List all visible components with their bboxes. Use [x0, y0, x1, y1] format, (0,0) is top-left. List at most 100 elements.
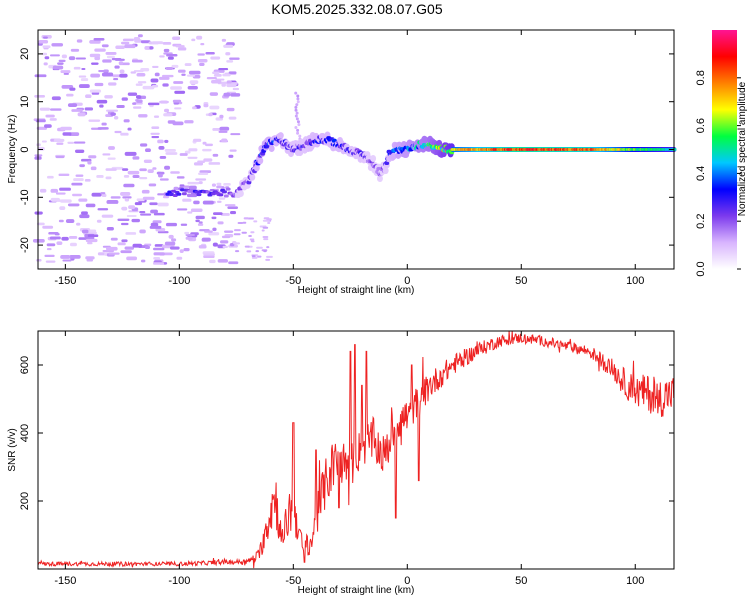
colorbar-gradient	[712, 30, 737, 269]
spectrogram-cell	[198, 221, 203, 224]
spectrogram-cell	[165, 222, 178, 227]
spectrogram-cell	[49, 236, 61, 240]
spectrogram-cell	[174, 90, 186, 94]
spectrogram-cell	[108, 252, 120, 255]
spectrogram-cell	[197, 160, 206, 163]
spectrogram-cell	[218, 197, 226, 200]
spectrogram-cell	[228, 71, 237, 75]
spectrogram-cell	[186, 193, 198, 198]
spectrogram-cell	[79, 164, 85, 168]
spectrogram-cell	[263, 250, 267, 253]
spectrogram-cell	[225, 52, 231, 56]
snr-x-tick-label: -50	[285, 575, 301, 587]
spectrogram-cell	[221, 38, 227, 42]
spectrogram-cell	[73, 178, 84, 182]
spectrogram-cell	[153, 212, 165, 216]
spectrogram-cell	[229, 57, 240, 60]
spectrogram-cell	[217, 259, 229, 263]
spectrogram-cell	[191, 38, 196, 42]
spectrogram-cell	[72, 193, 82, 197]
spectrogram-cell	[150, 209, 159, 214]
spectrogram-cell	[179, 249, 184, 253]
spectrogram-cell	[221, 83, 226, 87]
spectrogram-cell	[208, 112, 213, 117]
spectrogram-x-tick-label: -50	[285, 275, 301, 287]
spectrogram-cell	[140, 143, 148, 147]
spectrogram-cell	[202, 200, 214, 205]
snr-panel: -150 -100 -50 0 50 100 200 400 600 Height of st…	[7, 330, 675, 596]
spectrogram-cell	[257, 157, 264, 165]
spectrogram-cell	[42, 45, 51, 49]
spectrogram-cell	[164, 165, 171, 170]
spectrogram-cell	[34, 74, 47, 78]
spectrogram-cell	[185, 233, 195, 236]
spectrogram-cell	[67, 141, 75, 144]
spectrogram-cell	[135, 83, 143, 86]
spectrogram-cell	[223, 194, 229, 198]
spectrogram-cell	[204, 230, 213, 233]
spectrogram-cell	[198, 245, 207, 249]
spectrogram-cell	[153, 256, 161, 260]
spectrogram-cell	[89, 53, 101, 58]
spectrogram-cell	[53, 138, 65, 142]
spectrogram-cell	[179, 153, 188, 156]
colorbar-tick-label: 0.2	[695, 214, 707, 229]
spectrogram-cell	[177, 69, 186, 73]
spectrogram-cell	[73, 141, 86, 144]
spectrogram-x-tick-label: -100	[168, 275, 190, 287]
spectrogram-cell	[246, 250, 252, 253]
spectrogram-cell	[104, 95, 113, 99]
spectrogram-cell	[295, 111, 299, 115]
spectrogram-cell	[119, 69, 125, 74]
spectrogram-cell	[78, 75, 87, 78]
spectrogram-cell	[248, 234, 252, 237]
spectrogram-cell	[38, 146, 45, 151]
spectrogram-cell	[68, 132, 80, 136]
spectrogram-cell	[192, 106, 197, 110]
spectrogram-cell	[226, 80, 232, 84]
spectrogram-cell	[140, 213, 152, 216]
spectrogram-cell	[151, 126, 160, 129]
spectrogram-cell	[45, 260, 56, 263]
spectrogram-cell	[47, 175, 54, 179]
spectrogram-cell	[60, 255, 71, 259]
spectrogram-cell	[296, 120, 300, 124]
spectrogram-cell	[59, 187, 71, 191]
spectrogram-cell	[216, 182, 222, 186]
spectrogram-cell	[140, 259, 146, 263]
spectrogram-cell	[87, 234, 99, 238]
snr-y-ticks: 200 400 600	[19, 356, 674, 510]
spectrogram-cell	[125, 232, 137, 235]
spectrogram-cell	[221, 190, 227, 194]
spectrogram-cell	[50, 197, 60, 202]
spectrogram-cell	[212, 153, 219, 157]
spectrogram-x-tick-label: 100	[626, 275, 644, 287]
spectrogram-cell	[203, 255, 215, 259]
spectrogram-cell	[220, 240, 229, 244]
spectrogram-cell	[139, 210, 146, 214]
spectrogram-cell	[102, 59, 112, 63]
spectrogram-cell	[297, 123, 301, 127]
spectrogram-cell	[165, 152, 178, 155]
spectrogram-cell	[73, 66, 81, 70]
snr-y-tick-label: 400	[19, 424, 31, 442]
spectrogram-cell	[193, 200, 200, 205]
spectrogram-cell	[120, 250, 132, 254]
spectrogram-cell	[171, 238, 177, 242]
spectrogram-cell	[126, 256, 138, 261]
spectrogram-cell	[144, 245, 150, 250]
spectrogram-cell	[237, 190, 244, 198]
spectrogram-cell	[124, 44, 136, 49]
colorbar-tick-label: 0.4	[695, 166, 707, 181]
spectrogram-cell	[243, 217, 249, 220]
spectrogram-cell	[132, 156, 140, 160]
spectrogram-cell	[241, 231, 247, 234]
spectrogram-cell	[123, 183, 135, 188]
spectrogram-cell	[81, 229, 89, 234]
spectrogram-cell	[150, 78, 159, 83]
spectrogram-cell	[217, 200, 222, 203]
spectrogram-cell	[209, 259, 216, 264]
spectrogram-cell	[277, 132, 284, 140]
spectrogram-cell	[173, 186, 179, 191]
spectrogram-cell	[110, 237, 118, 241]
